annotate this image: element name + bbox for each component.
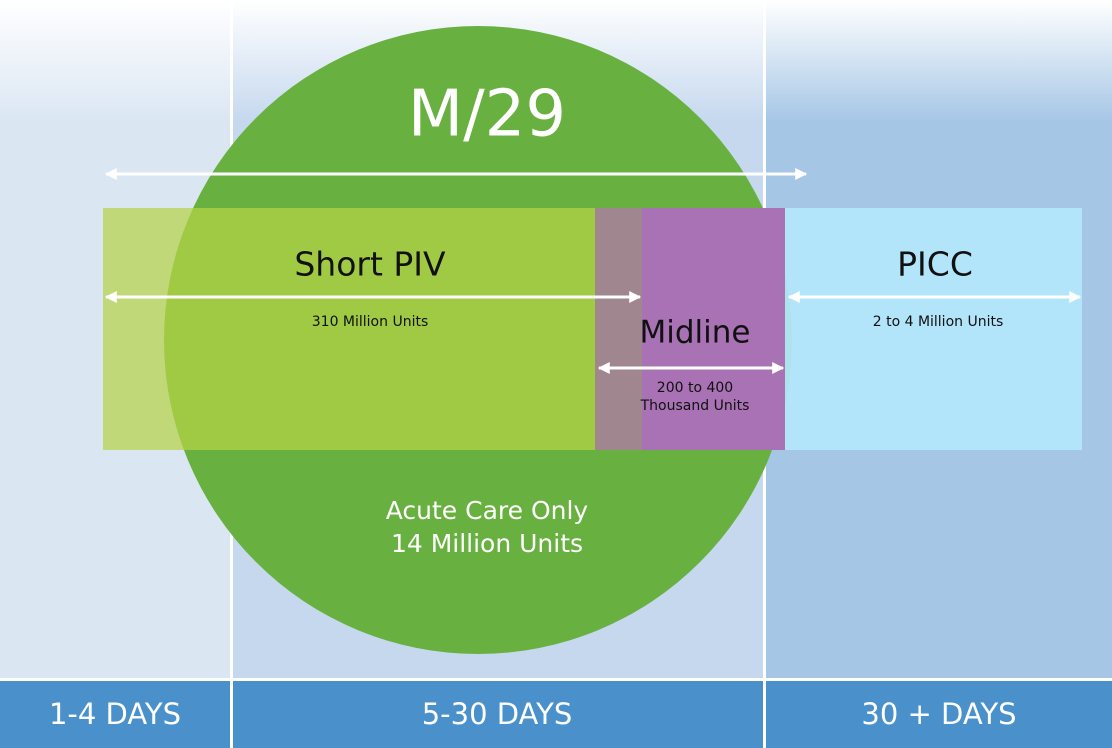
segment-label: Midline — [640, 315, 751, 351]
overlap-box — [595, 208, 642, 450]
duration-label: 30 + DAYS — [861, 697, 1016, 731]
divider — [763, 681, 766, 748]
acute-text: Acute Care Only — [386, 496, 589, 525]
divider — [230, 681, 233, 748]
segment-units: 310 Million Units — [312, 314, 429, 330]
acute-text: 14 Million Units — [391, 529, 583, 558]
segment-label: Short PIV — [294, 245, 446, 284]
segment-label: PICC — [897, 245, 973, 284]
midline-box — [642, 208, 785, 450]
picc-box — [785, 208, 1082, 450]
arrows — [104, 168, 1082, 374]
duration-bar — [0, 681, 1112, 748]
segment-units: 2 to 4 Million Units — [873, 314, 1004, 330]
segment-units: Thousand Units — [640, 398, 750, 414]
title: M/29 — [408, 78, 566, 152]
duration-label: 5-30 DAYS — [422, 697, 573, 731]
short-piv-box — [103, 208, 595, 450]
segment-units: 200 to 400 — [657, 380, 733, 396]
duration-label: 1-4 DAYS — [49, 697, 181, 731]
